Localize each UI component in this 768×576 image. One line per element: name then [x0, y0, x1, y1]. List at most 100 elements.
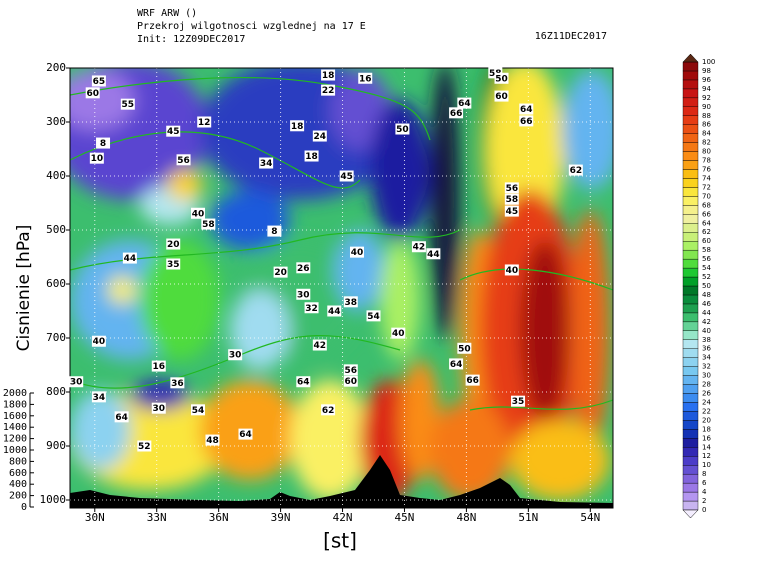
- colorbar-label: 70: [702, 192, 711, 200]
- contour-label-box: [96, 137, 111, 149]
- contour-label-box: [449, 107, 464, 119]
- contour-label-box: [191, 404, 206, 416]
- colorbar-label: 96: [702, 76, 711, 84]
- colorbar-label: 52: [702, 273, 711, 281]
- colorbar-cell: [682, 465, 699, 475]
- colorbar-cell: [682, 249, 699, 260]
- contour-label-box: [312, 130, 327, 142]
- x-tick-label: 39N: [271, 511, 291, 524]
- contour-label: 42: [413, 243, 426, 253]
- contour-label-box: [304, 150, 319, 162]
- colorbar-cell: [682, 393, 699, 403]
- line-label-box: [120, 98, 135, 110]
- colorbar-cell: [682, 178, 699, 188]
- line-label: 30: [153, 404, 166, 414]
- contour-label: 64: [458, 99, 471, 109]
- colorbar-cell: [682, 97, 699, 107]
- line-label: 45: [167, 127, 180, 137]
- colorbar-cell: [682, 312, 699, 323]
- line-label: 65: [93, 77, 106, 87]
- line-label-box: [494, 72, 509, 84]
- line-label-box: [91, 335, 106, 347]
- colorbar-label: 10: [702, 461, 711, 469]
- y-tick-label: 900: [46, 439, 66, 452]
- contour-label: 18: [291, 122, 304, 132]
- contour-label: 52: [138, 442, 151, 452]
- colorbar-label: 16: [702, 434, 711, 442]
- line-label: 45: [506, 207, 519, 217]
- y-tick-label: 400: [46, 169, 66, 182]
- x-tick-label: 36N: [209, 511, 229, 524]
- colorbar-label: 2: [702, 497, 706, 505]
- line-label: 30: [229, 351, 242, 361]
- line-label-box: [166, 125, 181, 137]
- contour-label: 66: [520, 117, 533, 127]
- colorbar-label: 98: [702, 67, 711, 75]
- colorbar-cell: [682, 70, 699, 81]
- colorbar-cell: [682, 124, 699, 134]
- contour-label-box: [391, 327, 406, 339]
- colorbar-label: 86: [702, 121, 711, 129]
- colorbar-label: 42: [702, 318, 711, 326]
- contour-label-box: [137, 440, 152, 452]
- x-tick-label: 33N: [147, 511, 167, 524]
- contour-label-box: [519, 115, 534, 127]
- contour-label: 36: [171, 379, 184, 389]
- colorbar-label: 34: [702, 354, 711, 362]
- y-axis-label: Cisnienie [hPa]: [14, 225, 34, 352]
- line-label-box: [511, 395, 526, 407]
- contour-label-box: [327, 305, 342, 317]
- colorbar-label: 46: [702, 300, 711, 308]
- line-label-box: [504, 264, 519, 276]
- contour-label: 40: [392, 329, 405, 339]
- contour-label-box: [494, 90, 509, 102]
- contour-label-box: [343, 375, 358, 387]
- y2-tick-label: 400: [9, 479, 27, 490]
- contour-label: 50: [458, 344, 471, 354]
- line-label: 40: [506, 266, 519, 276]
- contour-label: 54: [367, 312, 380, 322]
- contour-label: 26: [297, 264, 310, 274]
- colorbar-label: 20: [702, 416, 711, 424]
- colorbar-cell: [682, 411, 699, 421]
- contour-label-box: [89, 152, 104, 164]
- contour-label-box: [568, 164, 583, 176]
- x-tick-label: 51N: [518, 511, 538, 524]
- colorbar-label: 28: [702, 381, 711, 389]
- contour-label-box: [176, 154, 191, 166]
- colorbar-label: 92: [702, 94, 711, 102]
- line-label-box: [504, 205, 519, 217]
- contour-label-box: [366, 310, 381, 322]
- colorbar-cell: [682, 79, 699, 90]
- contour-label-box: [504, 182, 519, 194]
- colorbar-label: 30: [702, 372, 711, 380]
- colorbar-label: 72: [702, 183, 711, 191]
- colorbar-label: 48: [702, 291, 711, 299]
- line-label: 40: [93, 337, 106, 347]
- y2-tick-label: 800: [9, 456, 27, 467]
- colorbar-label: 68: [702, 201, 711, 209]
- line-label: 35: [167, 260, 180, 270]
- contour-label-box: [151, 360, 166, 372]
- y2-tick-label: 200: [9, 491, 27, 502]
- y2-tick-label: 1400: [3, 422, 27, 433]
- colorbar-cell: [682, 294, 699, 305]
- line-label-box: [395, 123, 410, 135]
- colorbar-label: 12: [702, 452, 711, 460]
- colorbar-cell: [682, 276, 699, 287]
- colorbar-label: 56: [702, 255, 711, 263]
- contour-label: 66: [450, 109, 463, 119]
- contour-label-box: [259, 157, 274, 169]
- colorbar-label: 22: [702, 407, 711, 415]
- colorbar-cell: [682, 321, 699, 331]
- x-axis-label: [st]: [323, 529, 357, 553]
- line-label-box: [228, 349, 243, 361]
- colorbar-cell: [682, 303, 699, 314]
- colorbar-cell: [682, 240, 699, 251]
- contour-label: 58: [506, 195, 519, 205]
- line-label-box: [69, 376, 84, 388]
- contour-label-box: [296, 376, 311, 388]
- y2-tick-label: 1000: [3, 445, 27, 456]
- y-tick-label: 700: [46, 331, 66, 344]
- colorbar-cell: [682, 205, 699, 215]
